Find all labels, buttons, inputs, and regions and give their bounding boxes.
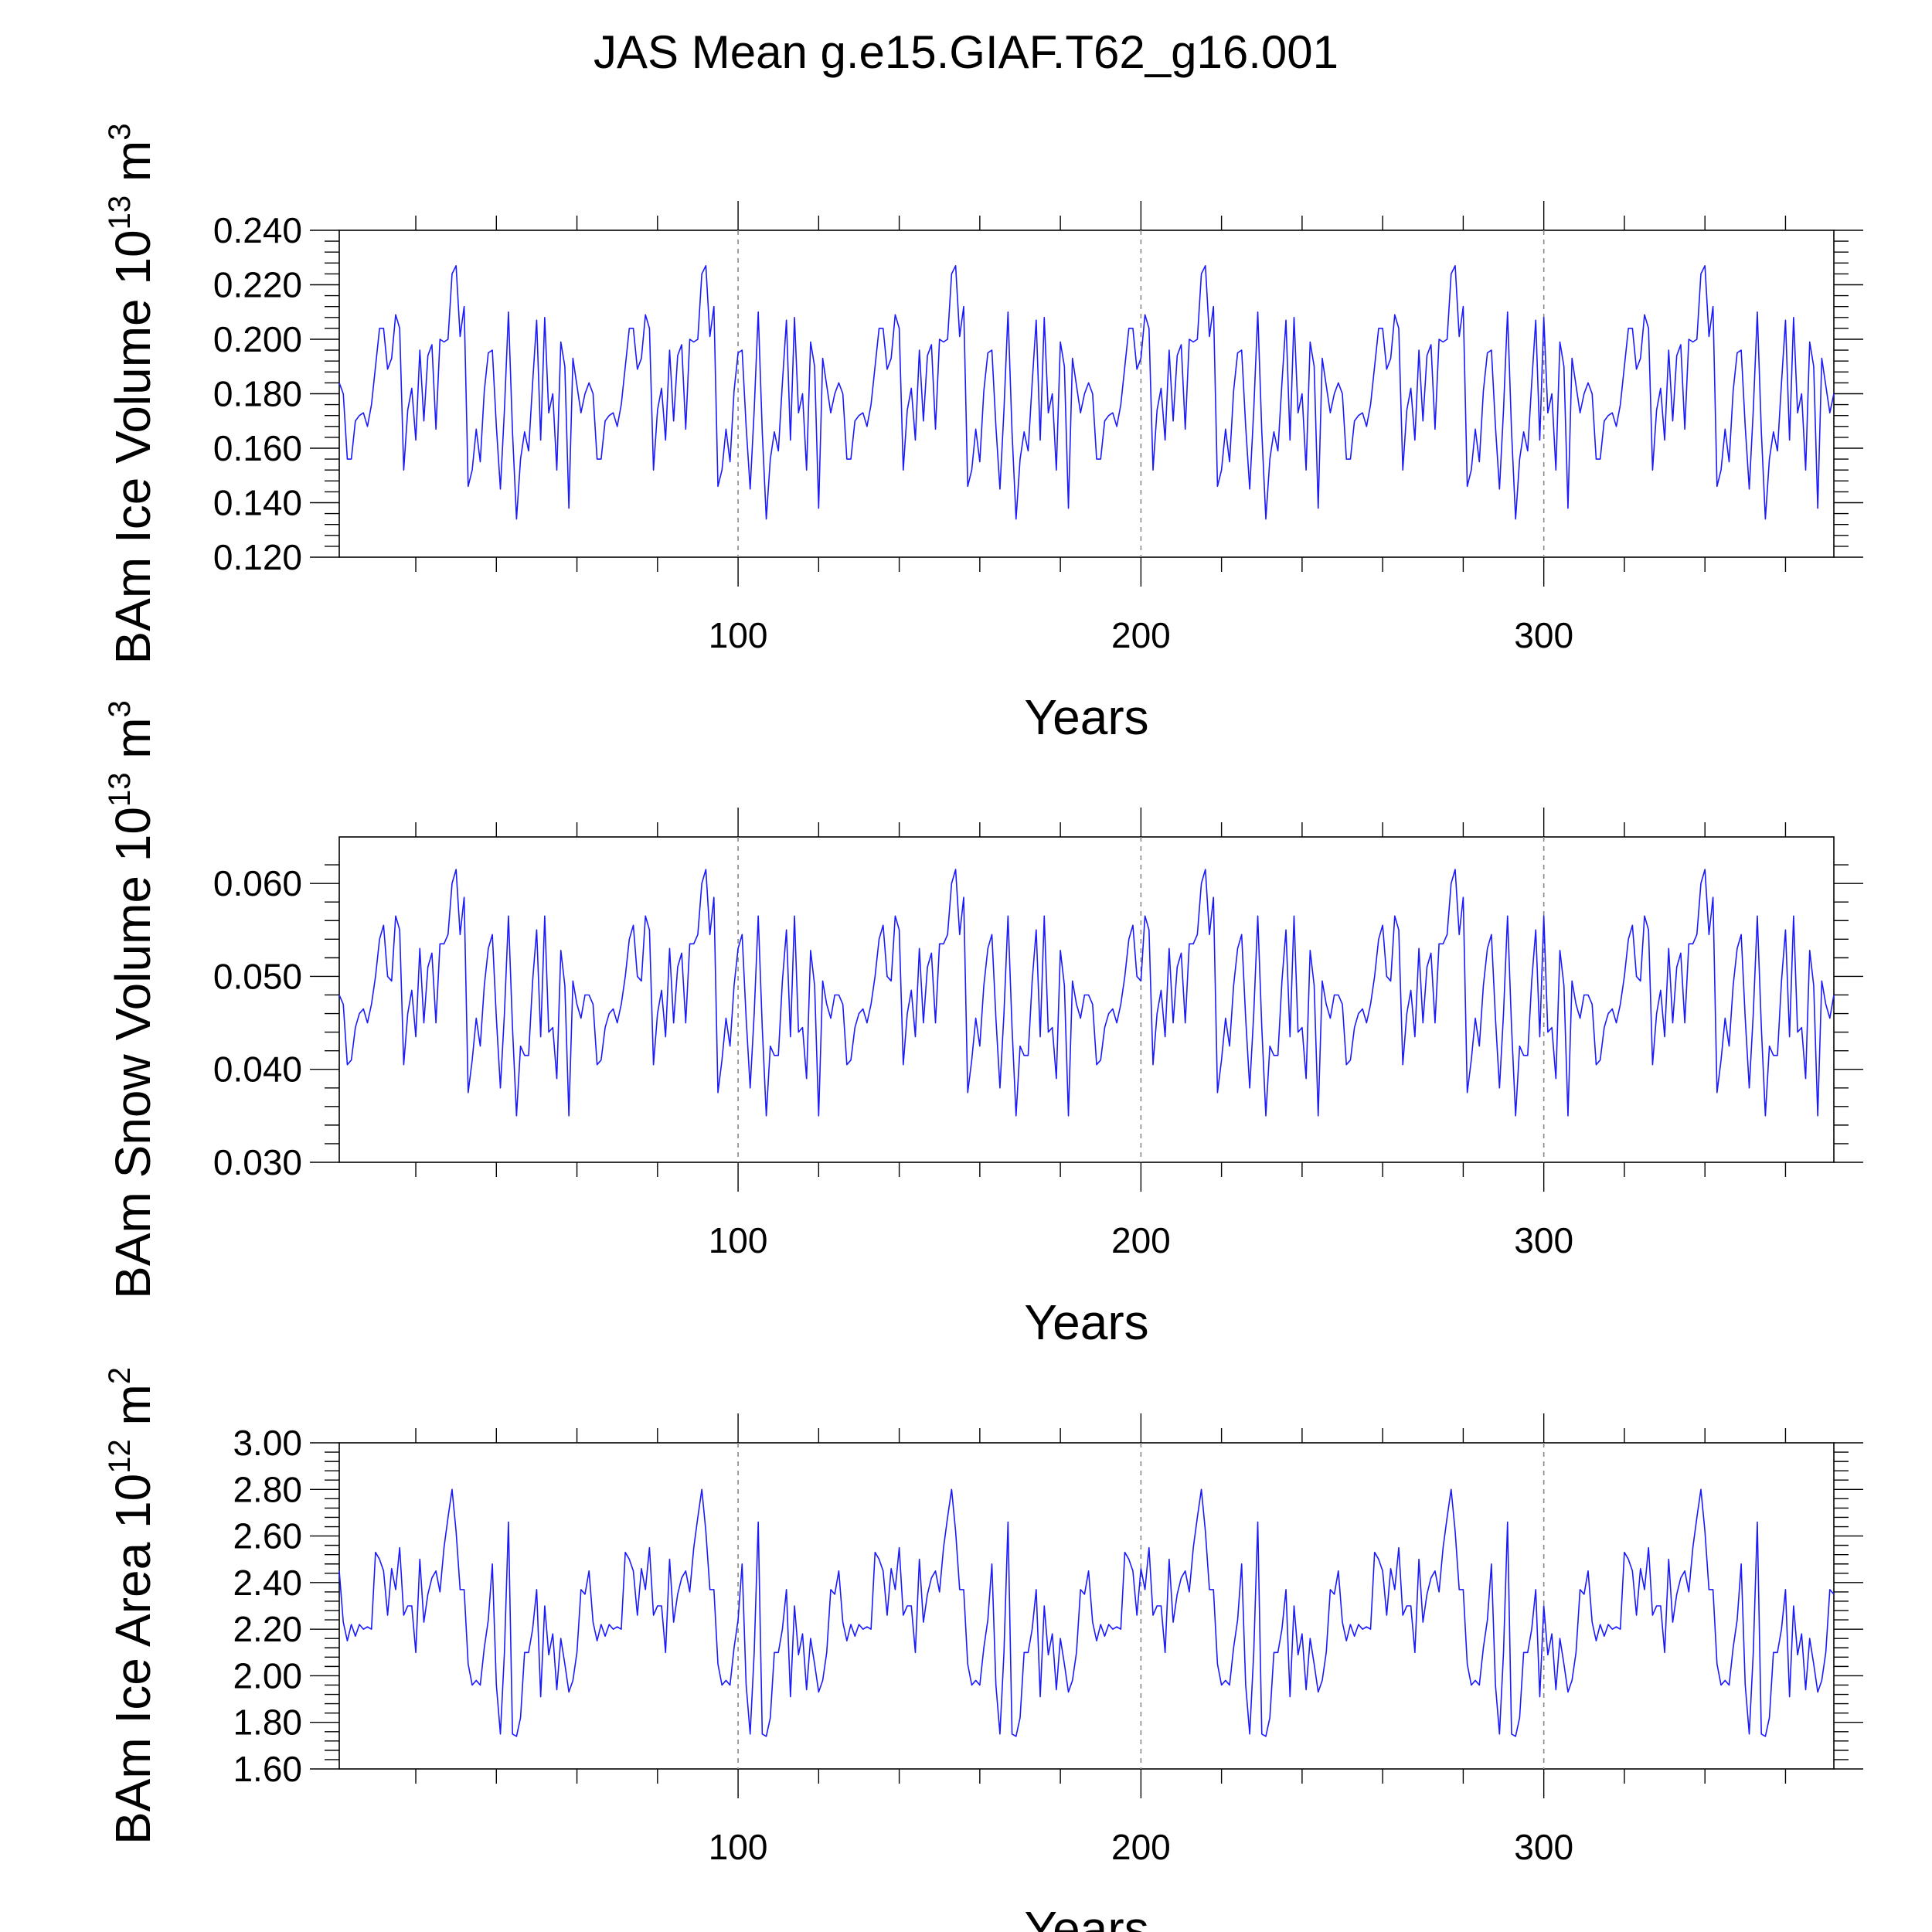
y-tick-label: 0.160 xyxy=(213,428,302,468)
plot-frame xyxy=(338,230,1835,558)
chart-title: JAS Mean g.e15.GIAF.T62_g16.001 xyxy=(594,26,1338,78)
x-tick-label: 300 xyxy=(1514,1827,1573,1867)
x-tick-label: 100 xyxy=(709,1220,768,1260)
x-axis-title: Years xyxy=(1024,1901,1148,1932)
y-tick-label: 2.40 xyxy=(233,1563,302,1603)
series-line xyxy=(338,1488,1835,1737)
x-axis-title: Years xyxy=(1024,1294,1148,1350)
x-tick-label: 300 xyxy=(1514,615,1573,655)
x-tick-label: 200 xyxy=(1111,1220,1171,1260)
y-tick-label: 2.20 xyxy=(233,1609,302,1649)
x-tick-label: 200 xyxy=(1111,615,1171,655)
x-tick-label: 100 xyxy=(709,615,768,655)
y-tick-label: 0.180 xyxy=(213,374,302,414)
panel-3: 100 200 300 1.60 1.80 2.00 2.20 2.40 2.60 2.80 3.0… xyxy=(103,1367,1863,1932)
y-tick-label: 0.200 xyxy=(213,319,302,359)
y-tick-label: 0.040 xyxy=(213,1049,302,1090)
plot-frame xyxy=(338,836,1835,1163)
y-tick-label: 0.240 xyxy=(213,210,302,250)
y-tick-label: 2.60 xyxy=(233,1516,302,1556)
y-tick-label: 2.80 xyxy=(233,1469,302,1509)
y-tick-label: 0.220 xyxy=(213,265,302,305)
plot-frame xyxy=(338,1442,1835,1770)
y-axis-title: BAm Ice Area 1012 m2 xyxy=(103,1367,161,1845)
y-axis-title: BAm Ice Volume 1013 m3 xyxy=(103,124,161,665)
x-tick-label: 300 xyxy=(1514,1220,1573,1260)
y-tick-label: 0.060 xyxy=(213,863,302,903)
y-tick-label: 0.030 xyxy=(213,1142,302,1182)
x-axis-title: Years xyxy=(1024,689,1148,745)
y-tick-label: 1.80 xyxy=(233,1702,302,1743)
x-tick-label: 200 xyxy=(1111,1827,1171,1867)
y-tick-label: 1.60 xyxy=(233,1749,302,1789)
y-tick-label: 0.140 xyxy=(213,483,302,523)
panel-1: 100 200 300 0.120 0.140 0.160 0.180 0.200 0.220 0… xyxy=(103,124,1863,745)
y-tick-label: 0.050 xyxy=(213,956,302,996)
y-tick-label: 0.120 xyxy=(213,537,302,577)
x-tick-label: 100 xyxy=(709,1827,768,1867)
y-axis-title: BAm Snow Volume 1013 m3 xyxy=(103,700,161,1299)
series-line xyxy=(338,869,1835,1117)
panel-2: 100 200 300 0.030 0.040 0.050 0.060 Years BAm Sn… xyxy=(103,700,1863,1350)
y-tick-label: 2.00 xyxy=(233,1655,302,1696)
y-tick-label: 3.00 xyxy=(233,1423,302,1463)
series-line xyxy=(338,265,1835,520)
